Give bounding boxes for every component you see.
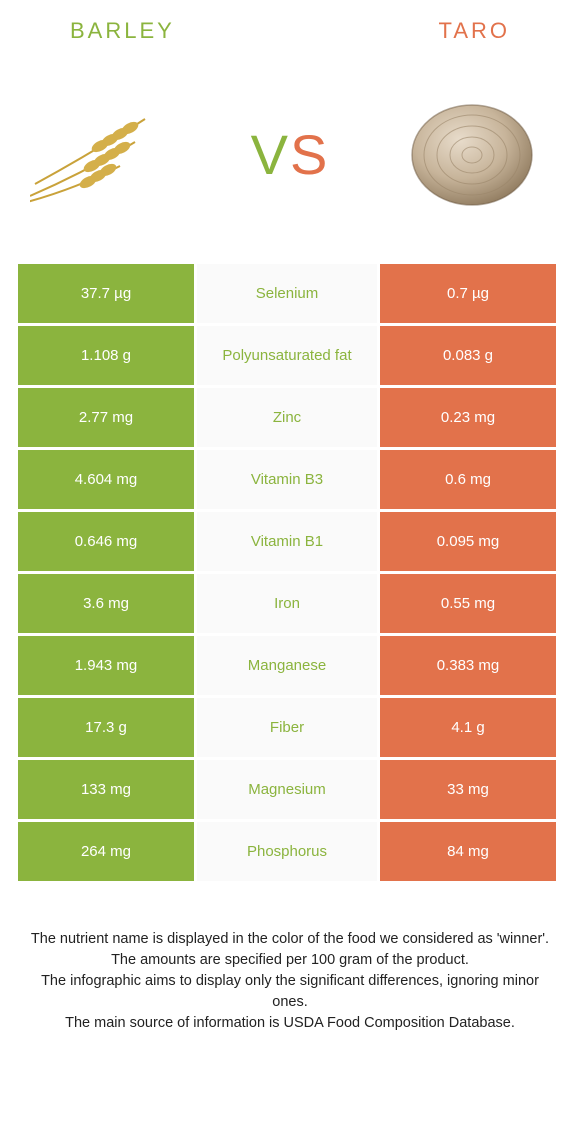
left-value-cell: 2.77 mg [18, 388, 194, 447]
left-value-cell: 264 mg [18, 822, 194, 881]
right-value-cell: 0.7 µg [380, 264, 556, 323]
right-value-cell: 84 mg [380, 822, 556, 881]
nutrient-name-cell: Polyunsaturated fat [197, 326, 377, 385]
table-row: 37.7 µgSelenium0.7 µg [18, 264, 562, 323]
nutrient-name-cell: Zinc [197, 388, 377, 447]
table-row: 17.3 gFiber4.1 g [18, 698, 562, 757]
left-value-cell: 1.943 mg [18, 636, 194, 695]
right-value-cell: 0.383 mg [380, 636, 556, 695]
left-value-cell: 133 mg [18, 760, 194, 819]
right-food-image-taro [395, 94, 550, 214]
nutrient-name-cell: Iron [197, 574, 377, 633]
table-row: 4.604 mgVitamin B30.6 mg [18, 450, 562, 509]
vs-label: VS [251, 122, 330, 187]
vs-row: VS [0, 54, 580, 264]
table-row: 1.943 mgManganese0.383 mg [18, 636, 562, 695]
vs-letter-v: V [251, 123, 290, 186]
right-value-cell: 0.6 mg [380, 450, 556, 509]
right-value-cell: 4.1 g [380, 698, 556, 757]
right-value-cell: 33 mg [380, 760, 556, 819]
left-value-cell: 0.646 mg [18, 512, 194, 571]
footer-line-2: The amounts are specified per 100 gram o… [22, 950, 558, 971]
left-value-cell: 4.604 mg [18, 450, 194, 509]
nutrient-name-cell: Vitamin B1 [197, 512, 377, 571]
left-food-image-barley [30, 94, 185, 214]
vs-letter-s: S [290, 123, 329, 186]
left-value-cell: 37.7 µg [18, 264, 194, 323]
nutrient-name-cell: Magnesium [197, 760, 377, 819]
table-row: 264 mgPhosphorus84 mg [18, 822, 562, 881]
right-value-cell: 0.23 mg [380, 388, 556, 447]
left-value-cell: 1.108 g [18, 326, 194, 385]
left-value-cell: 3.6 mg [18, 574, 194, 633]
right-value-cell: 0.083 g [380, 326, 556, 385]
table-row: 2.77 mgZinc0.23 mg [18, 388, 562, 447]
footer-line-1: The nutrient name is displayed in the co… [22, 929, 558, 950]
table-row: 133 mgMagnesium33 mg [18, 760, 562, 819]
footer-notes: The nutrient name is displayed in the co… [0, 881, 580, 1034]
table-row: 1.108 gPolyunsaturated fat0.083 g [18, 326, 562, 385]
right-value-cell: 0.55 mg [380, 574, 556, 633]
nutrient-name-cell: Manganese [197, 636, 377, 695]
footer-line-3: The infographic aims to display only the… [22, 971, 558, 1013]
comparison-header: BARLEY TARO [0, 0, 580, 54]
left-food-label: BARLEY [70, 18, 175, 44]
right-value-cell: 0.095 mg [380, 512, 556, 571]
footer-line-4: The main source of information is USDA F… [22, 1013, 558, 1034]
table-row: 0.646 mgVitamin B10.095 mg [18, 512, 562, 571]
left-value-cell: 17.3 g [18, 698, 194, 757]
right-food-label: TARO [439, 18, 510, 44]
nutrient-name-cell: Selenium [197, 264, 377, 323]
table-row: 3.6 mgIron0.55 mg [18, 574, 562, 633]
nutrient-comparison-table: 37.7 µgSelenium0.7 µg1.108 gPolyunsatura… [18, 264, 562, 881]
nutrient-name-cell: Fiber [197, 698, 377, 757]
nutrient-name-cell: Vitamin B3 [197, 450, 377, 509]
nutrient-name-cell: Phosphorus [197, 822, 377, 881]
